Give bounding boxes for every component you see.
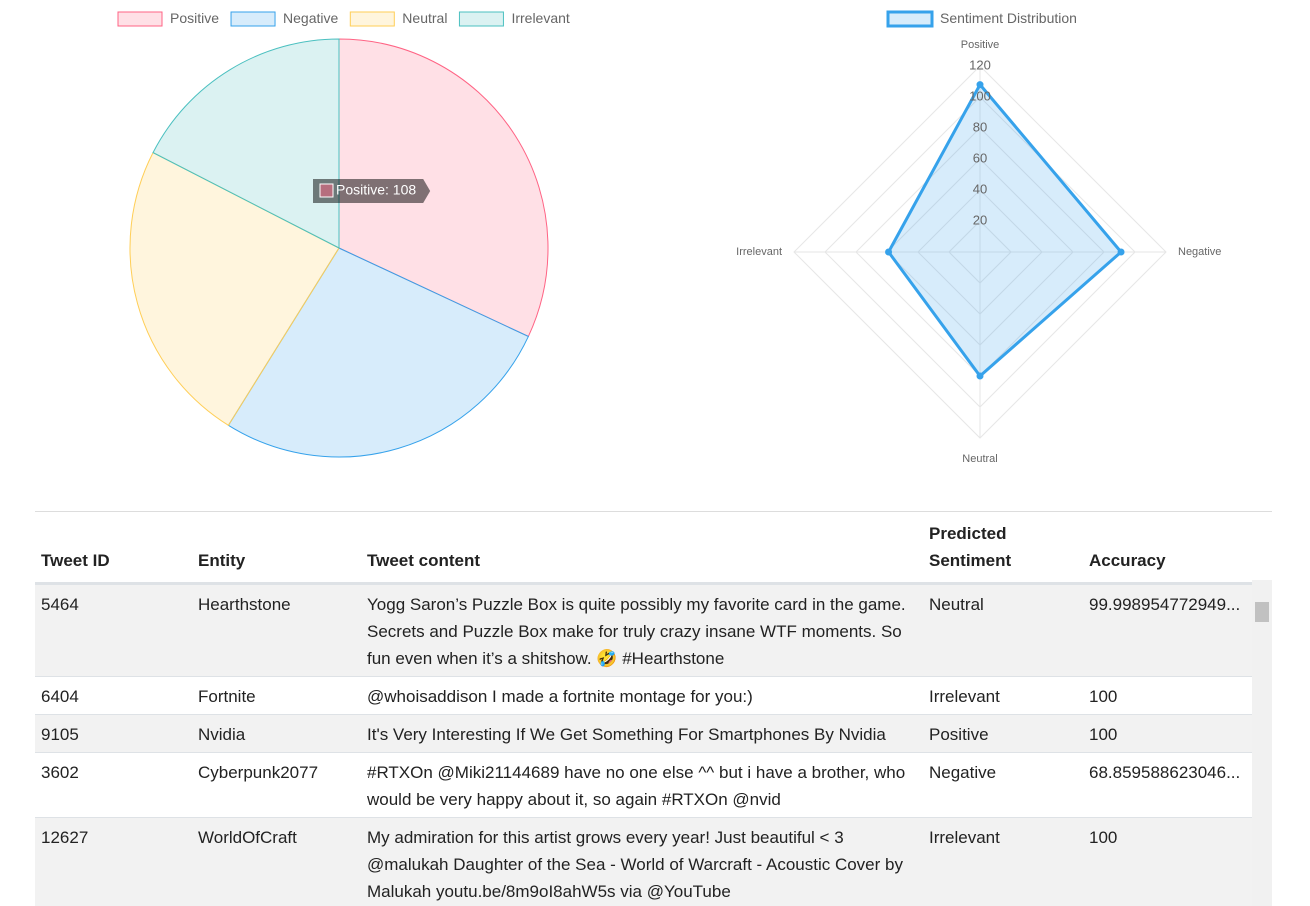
table-cell: 100 bbox=[1083, 715, 1252, 753]
table-cell: It's Very Interesting If We Get Somethin… bbox=[361, 715, 923, 753]
column-header: Entity bbox=[192, 512, 361, 584]
tooltip-text: Positive: 108 bbox=[336, 182, 416, 198]
radar-point bbox=[977, 82, 983, 88]
legend-label: Negative bbox=[283, 10, 338, 26]
scrollbar[interactable] bbox=[1252, 580, 1272, 906]
legend-swatch bbox=[459, 12, 503, 26]
legend-swatch bbox=[231, 12, 275, 26]
radar-point bbox=[1118, 249, 1124, 255]
table-cell: 5464 bbox=[35, 584, 192, 677]
table-cell: Cyberpunk2077 bbox=[192, 753, 361, 818]
r-tick-label: 100 bbox=[969, 88, 991, 103]
table-cell: 9105 bbox=[35, 715, 192, 753]
column-header: Accuracy bbox=[1083, 512, 1252, 584]
legend-label: Positive bbox=[170, 10, 219, 26]
table-cell: WorldOfCraft bbox=[192, 818, 361, 906]
r-tick-label: 20 bbox=[973, 212, 987, 227]
radar-point bbox=[886, 249, 892, 255]
table-cell: 68.859588623046... bbox=[1083, 753, 1252, 818]
r-tick-label: 40 bbox=[973, 181, 987, 196]
table-cell: 3602 bbox=[35, 753, 192, 818]
table-cell: 100 bbox=[1083, 818, 1252, 906]
column-header: Tweet ID bbox=[35, 512, 192, 584]
r-tick-label: 120 bbox=[969, 57, 991, 72]
point-label: Negative bbox=[1178, 246, 1221, 258]
legend-label: Neutral bbox=[402, 10, 447, 26]
table-cell: 12627 bbox=[35, 818, 192, 906]
table-cell: Fortnite bbox=[192, 677, 361, 715]
tooltip: Positive: 108 bbox=[313, 179, 430, 203]
table-cell: 100 bbox=[1083, 677, 1252, 715]
tooltip-swatch bbox=[320, 184, 333, 197]
column-header: Predicted Sentiment bbox=[923, 512, 1083, 584]
table-cell: 6404 bbox=[35, 677, 192, 715]
table-cell: Yogg Saron’s Puzzle Box is quite possibl… bbox=[361, 584, 923, 677]
legend-swatch bbox=[350, 12, 394, 26]
table-cell: Nvidia bbox=[192, 715, 361, 753]
column-header: Tweet content bbox=[361, 512, 923, 584]
r-tick-label: 80 bbox=[973, 119, 987, 134]
legend-swatch bbox=[888, 12, 932, 26]
table-cell: Irrelevant bbox=[923, 677, 1083, 715]
point-label: Irrelevant bbox=[736, 246, 782, 258]
point-label: Positive bbox=[961, 39, 1000, 51]
table-cell: Hearthstone bbox=[192, 584, 361, 677]
table-cell: @whoisaddison I made a fortnite montage … bbox=[361, 677, 923, 715]
table-cell: Neutral bbox=[923, 584, 1083, 677]
table-cell: My admiration for this artist grows ever… bbox=[361, 818, 923, 906]
table-cell: #RTXOn @Miki21144689 have no one else ^^… bbox=[361, 753, 923, 818]
r-tick-label: 60 bbox=[973, 150, 987, 165]
radar-point bbox=[977, 373, 983, 379]
point-label: Neutral bbox=[962, 453, 997, 465]
legend-label: Sentiment Distribution bbox=[940, 10, 1077, 26]
scrollbar-thumb[interactable] bbox=[1255, 602, 1269, 622]
charts: Positive Negative Neutral Irrelevant Positiv… bbox=[0, 0, 1310, 500]
table-cell: 99.998954772949... bbox=[1083, 584, 1252, 677]
legend-swatch bbox=[118, 12, 162, 26]
table-cell: Irrelevant bbox=[923, 818, 1083, 906]
legend-label: Irrelevant bbox=[511, 10, 569, 26]
table-cell: Negative bbox=[923, 753, 1083, 818]
table-cell: Positive bbox=[923, 715, 1083, 753]
